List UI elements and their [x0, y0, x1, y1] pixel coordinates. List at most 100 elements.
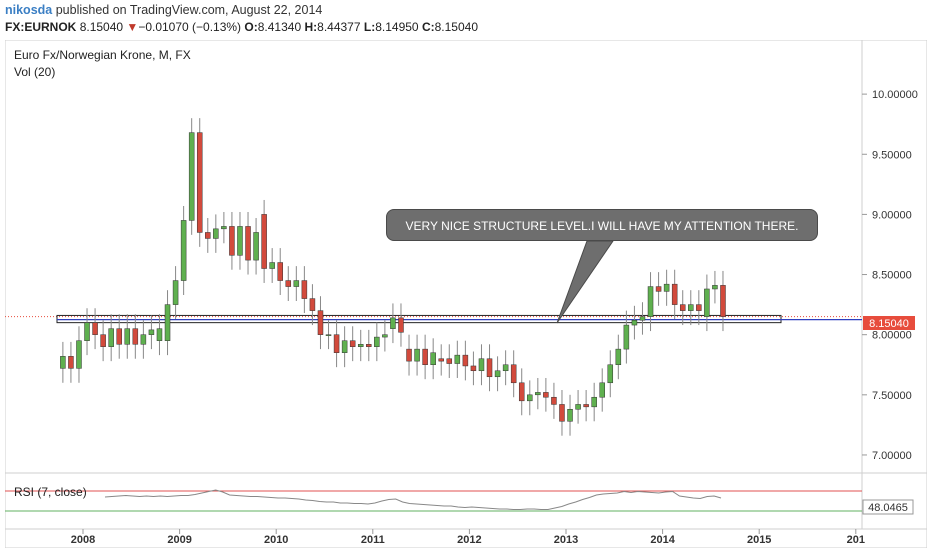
- candle-body-74: [655, 286, 662, 292]
- price-tick-label-4: 8.00000: [872, 330, 912, 342]
- time-tick-label-6: 2014: [650, 534, 675, 546]
- candle-body-79: [696, 304, 702, 311]
- low-value: 8.14950: [375, 20, 419, 34]
- candle-body-40: [382, 334, 388, 338]
- candle-body-24: [253, 232, 259, 261]
- candle-body-2: [76, 340, 82, 369]
- candle-body-34: [333, 334, 340, 353]
- candle-body-51: [470, 365, 477, 372]
- candle-body-57: [518, 382, 525, 402]
- candle-body-65: [583, 404, 589, 408]
- candle-body-20: [221, 226, 227, 230]
- candle-body-8: [124, 328, 131, 345]
- open-value: 8.41340: [257, 20, 302, 34]
- chart-title[interactable]: Euro Fx/Norwegian Krone, M, FX: [14, 48, 191, 62]
- candle-body-13: [164, 304, 171, 341]
- time-axis[interactable]: 2008 2009 2010 2011 2012 2013 2014 2015 201: [71, 529, 865, 546]
- candle-body-26: [269, 262, 275, 269]
- candle-body-63: [567, 409, 573, 422]
- candle-body-21: [229, 226, 235, 256]
- candle-body-54: [494, 370, 501, 378]
- candle-body-62: [559, 404, 565, 422]
- candle-body-33: [325, 334, 332, 336]
- candle-body-44: [414, 348, 420, 362]
- candle-body-19: [213, 228, 219, 239]
- close-label: C:: [421, 20, 435, 34]
- candle-body-68: [607, 364, 614, 384]
- candles: [60, 118, 726, 436]
- low-label: L:: [363, 20, 376, 34]
- rsi-title[interactable]: RSI (7, close): [14, 485, 87, 499]
- published-text: published on TradingView.com, August 22,…: [55, 3, 323, 17]
- rsi-value-tag: 48.0465: [862, 499, 914, 515]
- candle-body-22: [237, 226, 243, 256]
- candle-body-4: [92, 322, 98, 335]
- callout-pointer: [556, 240, 614, 324]
- candle-body-14: [172, 280, 179, 305]
- candle-body-36: [349, 340, 356, 347]
- price-tick-label-6: 7.00000: [872, 450, 912, 462]
- candle-body-32: [317, 310, 324, 335]
- candle-body-45: [422, 348, 428, 366]
- last-price-tag-bg: [863, 316, 915, 330]
- candle-body-70: [623, 324, 630, 350]
- candle-body-76: [671, 283, 678, 305]
- annotation-callout[interactable]: VERY NICE STRUCTURE LEVEL.I WILL HAVE MY…: [386, 209, 818, 241]
- high-value: 8.44377: [317, 20, 361, 34]
- candle-body-71: [631, 319, 638, 326]
- candle-body-42: [398, 317, 404, 333]
- candle-body-56: [510, 364, 517, 384]
- candle-body-35: [341, 340, 348, 353]
- candle-body-81: [712, 285, 718, 290]
- candle-body-53: [486, 358, 493, 378]
- candle-body-15: [180, 220, 187, 281]
- candle-body-61: [551, 396, 557, 405]
- candle-body-82: [720, 285, 726, 317]
- candle-body-23: [245, 226, 251, 261]
- candle-body-52: [478, 358, 485, 372]
- candle-body-48: [446, 358, 453, 364]
- time-tick-label-1: 2009: [167, 534, 191, 546]
- time-tick-label-5: 2013: [554, 534, 578, 546]
- symbol-label[interactable]: FX:EURNOK: [5, 20, 77, 34]
- candle-body-11: [148, 329, 155, 335]
- last-price-tag-text: 8.15040: [869, 318, 909, 330]
- volume-label[interactable]: Vol (20): [14, 65, 56, 79]
- candle-body-41: [390, 317, 396, 329]
- candle-body-25: [261, 214, 267, 269]
- candle-body-38: [366, 344, 372, 347]
- candle-body-10: [140, 334, 147, 345]
- candle-body-50: [462, 354, 469, 367]
- price-tick-label-1: 9.50000: [872, 149, 912, 161]
- candle-body-67: [599, 382, 605, 398]
- candle-body-46: [430, 352, 436, 366]
- candle-body-64: [575, 404, 581, 410]
- candle-body-12: [156, 328, 163, 341]
- header-bar: nikosda published on TradingView.com, Au…: [0, 0, 932, 40]
- support-zone: [5, 314, 862, 324]
- candle-body-73: [647, 286, 654, 317]
- candle-body-47: [438, 358, 444, 362]
- candle-body-49: [454, 354, 461, 364]
- candle-body-7: [116, 328, 122, 345]
- candle-body-27: [277, 262, 283, 281]
- open-label: O:: [244, 20, 258, 34]
- candle-body-3: [84, 322, 90, 341]
- time-tick-label-7: 2015: [747, 534, 771, 546]
- rsi-line: [104, 489, 722, 510]
- time-tick-label-4: 2012: [457, 534, 481, 546]
- candle-body-17: [196, 132, 203, 233]
- price-axis[interactable]: 10.00000 9.50000 9.00000 8.50000 8.00000 7.50…: [862, 89, 918, 462]
- candle-body-77: [679, 304, 686, 311]
- author-link[interactable]: nikosda: [5, 3, 53, 17]
- price-tick-label-5: 7.50000: [872, 390, 912, 402]
- publish-line: nikosda published on TradingView.com, Au…: [5, 3, 322, 17]
- rsi-pane: [5, 489, 862, 512]
- candle-body-80: [704, 288, 710, 317]
- candle-body-55: [502, 364, 509, 372]
- candle-body-59: [535, 392, 541, 396]
- down-arrow-icon: ▼: [126, 20, 139, 34]
- price-chart[interactable]: 10.00000 9.50000 9.00000 8.50000 8.00000 7.50…: [5, 40, 927, 548]
- close-value: 8.15040: [434, 20, 479, 34]
- rsi-value-tag-bg: [862, 499, 914, 515]
